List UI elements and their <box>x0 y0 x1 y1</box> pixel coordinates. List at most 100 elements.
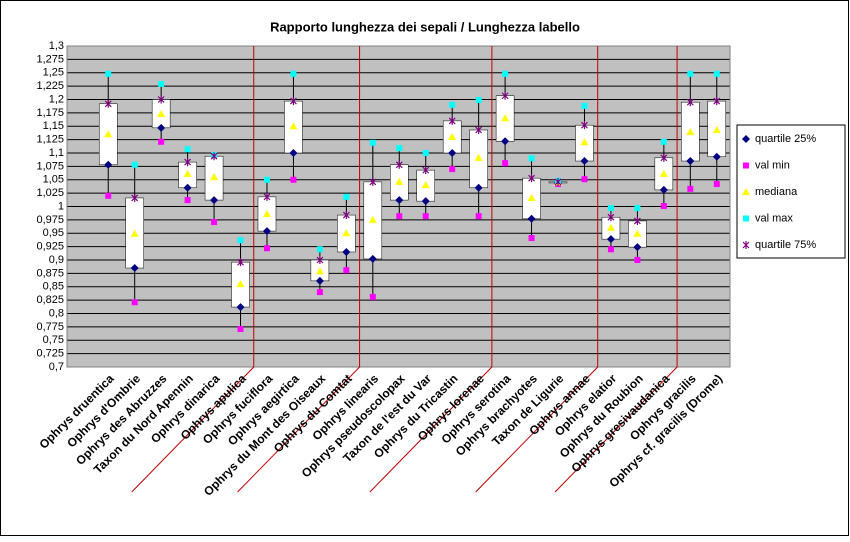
marker <box>290 97 297 106</box>
marker <box>104 99 112 108</box>
legend-marker <box>743 215 749 222</box>
marker <box>421 197 430 206</box>
marker <box>606 223 615 231</box>
marker <box>316 246 323 253</box>
marker <box>263 176 270 183</box>
y-tick-label: 0,775 <box>36 321 64 333</box>
marker <box>449 101 456 108</box>
marker <box>315 267 324 275</box>
marker <box>396 145 403 152</box>
marker <box>580 138 589 146</box>
y-tick-label: 1,15 <box>43 120 64 132</box>
marker <box>501 114 510 122</box>
y-tick-label: 0,8 <box>49 307 64 319</box>
marker <box>712 125 721 133</box>
marker <box>395 177 404 185</box>
marker <box>237 326 244 333</box>
marker <box>448 149 457 157</box>
group-separator <box>475 46 599 493</box>
marker <box>713 181 720 188</box>
marker <box>395 160 403 169</box>
marker <box>687 70 694 77</box>
marker <box>659 185 668 194</box>
y-tick-label: 0,825 <box>36 294 64 306</box>
marker <box>554 177 562 186</box>
y-tick-label: 1,075 <box>36 160 64 172</box>
y-tick-label: 0,725 <box>36 348 64 360</box>
marker <box>634 205 641 212</box>
y-tick-label: 0,875 <box>36 267 64 279</box>
plot-frame <box>66 45 731 368</box>
marker <box>474 183 483 192</box>
marker <box>369 293 376 300</box>
marker <box>210 152 218 161</box>
y-tick-label: 1,125 <box>36 134 64 146</box>
group-separator <box>131 46 255 493</box>
marker <box>184 197 191 204</box>
marker <box>158 138 165 145</box>
marker <box>343 193 350 200</box>
marker <box>422 166 430 175</box>
marker <box>686 157 695 166</box>
marker <box>527 214 536 223</box>
marker <box>528 155 535 162</box>
marker <box>131 193 139 202</box>
marker <box>501 91 509 100</box>
marker <box>474 153 483 161</box>
marker <box>210 196 219 205</box>
y-tick-label: 0,85 <box>43 281 64 293</box>
marker <box>369 177 377 186</box>
marker <box>528 174 535 183</box>
marker <box>105 70 112 77</box>
y-tick-label: 1,275 <box>36 53 64 65</box>
marker <box>475 97 482 104</box>
marker <box>343 267 350 274</box>
y-tick-label: 1,05 <box>43 174 64 186</box>
marker <box>342 247 351 256</box>
marker <box>369 139 376 146</box>
marker <box>237 258 244 267</box>
legend-label: mediana <box>755 186 798 198</box>
marker <box>315 276 324 285</box>
marker <box>606 235 615 244</box>
marker <box>687 185 694 192</box>
y-tick-label: 0,925 <box>36 241 64 253</box>
marker <box>262 209 271 217</box>
y-tick-label: 1,3 <box>49 40 64 52</box>
y-tick-label: 0,975 <box>36 214 64 226</box>
marker <box>104 130 113 138</box>
marker <box>396 213 403 220</box>
y-tick-label: 0,7 <box>49 361 64 373</box>
marker <box>422 150 429 156</box>
marker <box>395 196 404 205</box>
marker <box>502 160 509 167</box>
marker <box>184 158 192 167</box>
marker <box>210 173 219 181</box>
legend-marker <box>742 241 750 249</box>
marker <box>449 166 456 173</box>
legend <box>736 124 846 259</box>
y-tick-label: 0,95 <box>43 227 64 239</box>
marker <box>289 122 298 130</box>
y-tick-label: 1,225 <box>36 80 64 92</box>
group-separator <box>554 46 678 493</box>
marker <box>633 229 642 237</box>
marker <box>528 235 535 242</box>
y-tick-label: 1,1 <box>49 147 64 159</box>
legend-label: quartile 75% <box>755 239 816 251</box>
marker <box>686 98 694 107</box>
marker <box>713 97 721 106</box>
marker <box>660 202 667 209</box>
marker <box>183 183 192 192</box>
marker <box>105 192 112 199</box>
marker <box>633 243 642 252</box>
marker <box>130 229 139 237</box>
marker <box>131 161 138 168</box>
marker <box>607 246 614 253</box>
y-tick-label: 1,2 <box>49 93 64 105</box>
marker <box>634 257 641 263</box>
marker <box>712 152 721 161</box>
marker <box>157 95 165 104</box>
legend-label: val min <box>755 159 790 171</box>
